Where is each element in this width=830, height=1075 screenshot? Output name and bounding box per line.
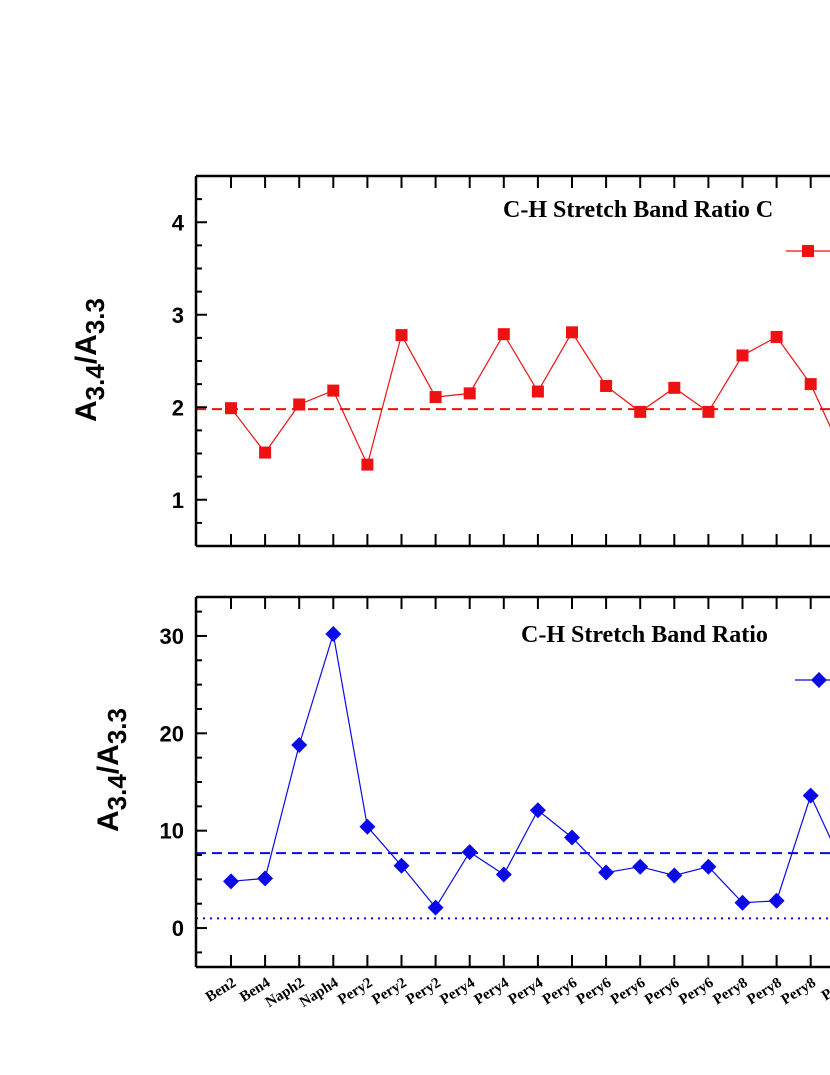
data-point	[804, 378, 817, 391]
x-tick-label: Pery6	[540, 975, 581, 1009]
x-tick-label: Naph4	[297, 975, 342, 1011]
legend-bottom	[795, 672, 830, 688]
data-point	[225, 402, 237, 415]
x-tick-label: Pery4	[506, 975, 547, 1009]
x-tick-label: Naph2	[263, 975, 308, 1011]
data-point	[257, 870, 274, 887]
data-point	[495, 866, 512, 883]
y-label-main-top: A	[70, 400, 103, 422]
data-point	[327, 384, 340, 397]
data-point	[564, 829, 580, 846]
data-point	[395, 329, 408, 342]
data-point	[429, 391, 442, 404]
chart-panel-top: 1 2 3 4 C-H Stretch Band Ratio C A3.4/A3.3	[70, 174, 830, 548]
y-tick-label: 10	[160, 819, 184, 844]
x-tick-label: Pery2	[335, 975, 375, 1008]
data-point	[668, 381, 681, 394]
legend-marker-bottom	[811, 672, 827, 688]
x-tick-label: Ben2	[203, 975, 239, 1006]
x-tick-label: Pery6	[642, 975, 683, 1009]
x-tick-label: Pery6	[574, 975, 615, 1009]
data-point	[461, 844, 478, 861]
data-point	[770, 330, 783, 343]
data-point	[632, 858, 649, 875]
data-point	[361, 458, 374, 471]
data-point	[736, 349, 749, 362]
x-tick-label: Pery6	[676, 975, 717, 1009]
data-point	[463, 387, 476, 400]
data-point	[600, 379, 613, 392]
series-line	[230, 633, 830, 909]
legend-top	[786, 245, 830, 257]
x-tick-label: Pery2	[403, 975, 443, 1008]
data-point	[393, 857, 410, 874]
data-point	[566, 326, 578, 339]
data-point	[768, 892, 785, 909]
y-label-slash-bottom: /A	[92, 744, 125, 774]
data-point	[802, 787, 819, 804]
data-point	[497, 328, 510, 341]
y-tick-label: 30	[160, 624, 184, 649]
x-tick-label: Pery8	[779, 975, 819, 1008]
data-point	[325, 626, 342, 642]
y-tick-label: 1	[172, 488, 184, 513]
data-point	[427, 899, 444, 916]
legend-marker-top	[802, 245, 814, 257]
y-tick-label: 4	[172, 210, 185, 235]
chart-title-bottom: C-H Stretch Band Ratio	[521, 622, 768, 648]
y-tick-label: 3	[172, 303, 184, 328]
data-point	[666, 867, 683, 884]
chart-panel-bottom: 0 10 20 30 C-H Stretch Band Ratio A3.4/A3.3	[92, 595, 830, 969]
data-point	[291, 737, 308, 753]
y-tick-label: 20	[160, 721, 184, 746]
y-label-sub2-bottom: 3.3	[102, 708, 132, 744]
data-point	[634, 405, 647, 418]
y-axis-label-bottom: A3.4/A3.3	[92, 708, 132, 832]
y-label-main-bottom: A	[92, 810, 125, 832]
data-point	[529, 802, 546, 819]
y-label-sub1-top: 3.4	[80, 364, 110, 401]
data-point	[259, 446, 272, 459]
x-tick-label: Pery6	[608, 975, 649, 1009]
data-point	[531, 385, 544, 398]
data-point	[223, 873, 239, 890]
x-tick-label: Pery2	[369, 975, 409, 1008]
data-point	[734, 894, 751, 911]
data-point	[293, 398, 306, 411]
x-tick-label: Pery4	[472, 975, 513, 1009]
data-point	[700, 858, 717, 875]
y-tick-label: 0	[172, 916, 184, 941]
y-label-slash-top: /A	[70, 334, 103, 364]
data-point	[598, 864, 615, 881]
data-point	[702, 405, 715, 418]
x-tick-label: Pery8	[710, 975, 750, 1008]
y-tick-label: 2	[172, 395, 184, 420]
data-point	[359, 818, 376, 835]
x-tick-label: Pery4	[438, 975, 479, 1009]
x-tick-label: Pery	[819, 975, 830, 1005]
x-tick-label: Pery8	[744, 975, 784, 1008]
y-axis-label-top: A3.4/A3.3	[70, 298, 110, 422]
y-label-sub2-top: 3.3	[80, 298, 110, 334]
y-label-sub1-bottom: 3.4	[102, 774, 132, 811]
chart-title-top: C-H Stretch Band Ratio C	[503, 197, 773, 223]
